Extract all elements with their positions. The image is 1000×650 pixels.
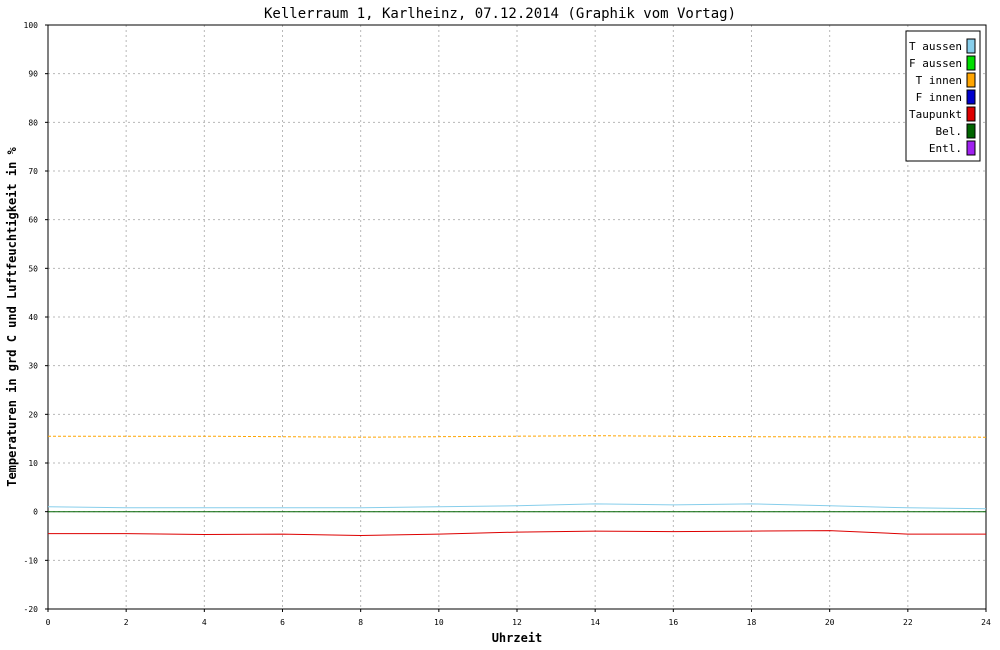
y-tick-label: 30: [28, 362, 38, 371]
y-axis-label: Temperaturen in grd C und Luftfeuchtigke…: [5, 146, 19, 486]
legend-label-f-innen: F innen: [916, 91, 962, 104]
legend-swatch-entl: [966, 140, 976, 156]
x-tick-label: 12: [512, 618, 522, 627]
x-tick-label: 22: [903, 618, 913, 627]
x-tick-label: 0: [46, 618, 51, 627]
legend-label-t-innen: T innen: [916, 74, 962, 87]
chart-title: Kellerraum 1, Karlheinz, 07.12.2014 (Gra…: [264, 6, 736, 22]
y-tick-label: 70: [28, 167, 38, 176]
x-tick-label: 4: [202, 618, 207, 627]
y-tick-label: 80: [28, 118, 38, 127]
y-axis-ticks: -20 -10 0 10 20 30 40 50 60 70 80 90 100: [24, 21, 48, 614]
y-tick-label: 10: [28, 459, 38, 468]
y-tick-label: -20: [24, 605, 39, 614]
legend-swatch-t-innen: [966, 72, 976, 88]
series-line-t-aussen: [47, 503, 987, 510]
legend-label-taupunkt: Taupunkt: [909, 108, 962, 121]
x-tick-label: 2: [124, 618, 129, 627]
legend-swatch-f-innen: [966, 89, 976, 105]
x-tick-label: 18: [747, 618, 757, 627]
legend-swatch-t-aussen: [966, 38, 976, 54]
x-tick-label: 6: [280, 618, 285, 627]
x-axis-ticks: 0 2 4 6 8 10 12 14 16 18 20 22 24: [46, 609, 991, 627]
legend-swatch-taupunkt: [966, 106, 976, 122]
series-line-t-innen: [48, 435, 987, 438]
legend-label-f-aussen: F aussen: [909, 57, 962, 70]
series-line-taupunkt: [48, 530, 986, 537]
legend: T aussen F aussen T innen F innen Taupunkt Be…: [905, 30, 981, 162]
grid: [48, 25, 986, 609]
y-tick-label: 20: [28, 410, 38, 419]
series-layer: [47, 435, 987, 537]
x-tick-label: 8: [358, 618, 363, 627]
legend-swatch-bel: [966, 123, 976, 139]
x-tick-label: 10: [434, 618, 444, 627]
x-tick-label: 14: [590, 618, 600, 627]
x-axis-label: Uhrzeit: [492, 631, 543, 645]
x-tick-label: 24: [981, 618, 991, 627]
legend-label-entl: Entl.: [929, 142, 962, 155]
x-tick-label: 20: [825, 618, 835, 627]
y-tick-label: 0: [33, 508, 38, 517]
y-tick-label: -10: [24, 556, 39, 565]
y-tick-label: 100: [24, 21, 39, 30]
y-tick-label: 40: [28, 313, 38, 322]
y-tick-label: 90: [28, 70, 38, 79]
x-tick-label: 16: [669, 618, 679, 627]
legend-label-bel: Bel.: [936, 125, 963, 138]
y-tick-label: 50: [28, 264, 38, 273]
legend-swatch-f-aussen: [966, 55, 976, 71]
legend-label-t-aussen: T aussen: [909, 40, 962, 53]
y-tick-label: 60: [28, 216, 38, 225]
